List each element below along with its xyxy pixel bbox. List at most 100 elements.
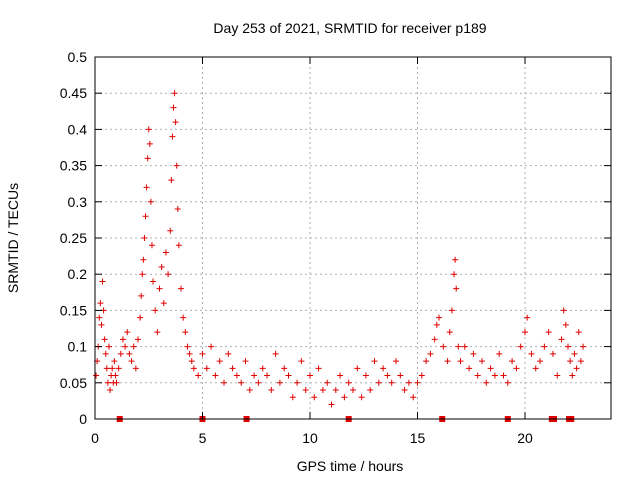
data-point (281, 365, 288, 372)
data-point (119, 336, 126, 343)
data-point (150, 278, 157, 285)
data-point (433, 321, 440, 328)
data-point (97, 300, 104, 307)
data-point (160, 300, 167, 307)
data-point (173, 162, 180, 169)
data-point (188, 358, 195, 365)
data-point (431, 336, 438, 343)
data-point (345, 379, 352, 386)
data-point (165, 271, 172, 278)
data-point (158, 263, 165, 270)
data-point (444, 358, 451, 365)
data-point (143, 184, 150, 191)
data-point (104, 379, 111, 386)
data-point (113, 379, 120, 386)
data-point (216, 358, 223, 365)
chart-title: Day 253 of 2021, SRMTID for receiver p18… (213, 20, 486, 36)
x-tick-label: 20 (517, 430, 533, 446)
data-point (169, 133, 176, 140)
data-point (96, 314, 103, 321)
y-tick-label: 0 (79, 411, 87, 427)
y-tick-label: 0.3 (68, 194, 88, 210)
data-point (315, 365, 322, 372)
data-point (126, 350, 133, 357)
x-tick-label: 10 (302, 430, 318, 446)
data-point (453, 285, 460, 292)
data-point (137, 314, 144, 321)
data-point (199, 350, 206, 357)
data-point (532, 365, 539, 372)
data-point (145, 126, 152, 133)
data-point (102, 350, 109, 357)
data-point (246, 387, 253, 394)
y-tick-label: 0.15 (60, 302, 87, 318)
x-tick-label: 0 (91, 430, 99, 446)
data-point (451, 271, 458, 278)
data-point (332, 387, 339, 394)
data-point (93, 372, 100, 379)
data-point (167, 227, 174, 234)
data-point (466, 365, 473, 372)
data-point (414, 379, 421, 386)
data-point (112, 372, 119, 379)
data-point (184, 343, 191, 350)
data-point (221, 379, 227, 386)
data-point (268, 387, 275, 394)
data-point (139, 271, 146, 278)
data-point (513, 365, 520, 372)
data-point (541, 343, 548, 350)
y-tick-label: 0.45 (60, 85, 87, 101)
data-point (470, 350, 477, 357)
data-point (156, 285, 163, 292)
data-point (569, 372, 576, 379)
data-point (122, 343, 129, 350)
data-point (311, 394, 318, 401)
data-point (171, 90, 178, 97)
data-point (573, 365, 580, 372)
data-point (186, 350, 193, 357)
data-point (233, 372, 240, 379)
data-point (124, 329, 131, 336)
data-point (562, 321, 569, 328)
data-point (212, 372, 219, 379)
data-point (452, 256, 459, 263)
data-point (509, 358, 516, 365)
data-point (341, 394, 348, 401)
data-point (328, 401, 335, 408)
data-point (479, 358, 485, 365)
data-point (130, 343, 137, 350)
data-point (298, 358, 305, 365)
data-point (496, 350, 503, 357)
data-point (401, 387, 408, 394)
data-point (487, 365, 494, 372)
data-point (307, 372, 313, 379)
data-point (371, 358, 378, 365)
data-point (500, 372, 507, 379)
data-point (436, 314, 442, 321)
x-axis-label: GPS time / hours (297, 458, 404, 474)
data-point (524, 314, 531, 321)
data-point (144, 155, 151, 162)
data-point (168, 177, 175, 184)
data-point (384, 372, 391, 379)
data-point (483, 379, 490, 386)
data-point (148, 242, 155, 249)
data-point (440, 343, 447, 350)
data-point (367, 387, 374, 394)
data-point (491, 372, 498, 379)
data-point (302, 387, 309, 394)
data-point (175, 242, 182, 249)
data-point (565, 343, 571, 350)
x-tick-label: 15 (410, 430, 426, 446)
data-point (397, 372, 404, 379)
data-point (289, 394, 296, 401)
data-point (140, 256, 147, 263)
data-point (203, 365, 210, 372)
data-point (418, 372, 425, 379)
data-point (135, 336, 141, 343)
y-tick-label: 0.1 (68, 339, 88, 355)
data-point (272, 350, 279, 357)
data-point (142, 213, 149, 220)
